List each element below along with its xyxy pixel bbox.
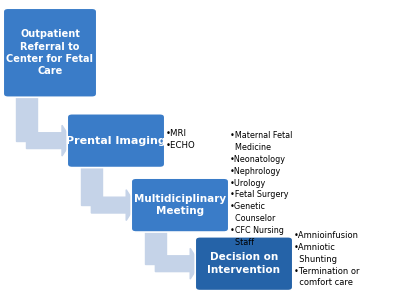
FancyBboxPatch shape bbox=[131, 178, 229, 232]
FancyBboxPatch shape bbox=[67, 114, 165, 168]
Text: •MRI
•ECHO: •MRI •ECHO bbox=[166, 129, 196, 149]
Text: •Amnioinfusion
•Amniotic
  Shunting
•Termination or
  comfort care: •Amnioinfusion •Amniotic Shunting •Termi… bbox=[294, 231, 360, 287]
FancyArrow shape bbox=[155, 248, 200, 279]
Text: •Maternal Fetal
  Medicine
•Neonatology
•Nephrology
•Urology
•Fetal Surgery
•Gen: •Maternal Fetal Medicine •Neonatology •N… bbox=[230, 131, 292, 247]
FancyArrow shape bbox=[80, 164, 102, 205]
Text: Prental Imaging: Prental Imaging bbox=[66, 136, 166, 146]
Text: Multidiciplinary
Meeting: Multidiciplinary Meeting bbox=[134, 194, 226, 216]
Text: Decision on
Intervention: Decision on Intervention bbox=[208, 253, 280, 275]
FancyArrow shape bbox=[16, 94, 37, 141]
Text: Outpatient
Referral to
Center for Fetal
Care: Outpatient Referral to Center for Fetal … bbox=[6, 29, 94, 76]
FancyBboxPatch shape bbox=[3, 8, 97, 97]
FancyArrow shape bbox=[144, 229, 166, 264]
FancyArrow shape bbox=[26, 125, 72, 156]
FancyArrow shape bbox=[91, 190, 136, 220]
FancyBboxPatch shape bbox=[195, 237, 293, 291]
